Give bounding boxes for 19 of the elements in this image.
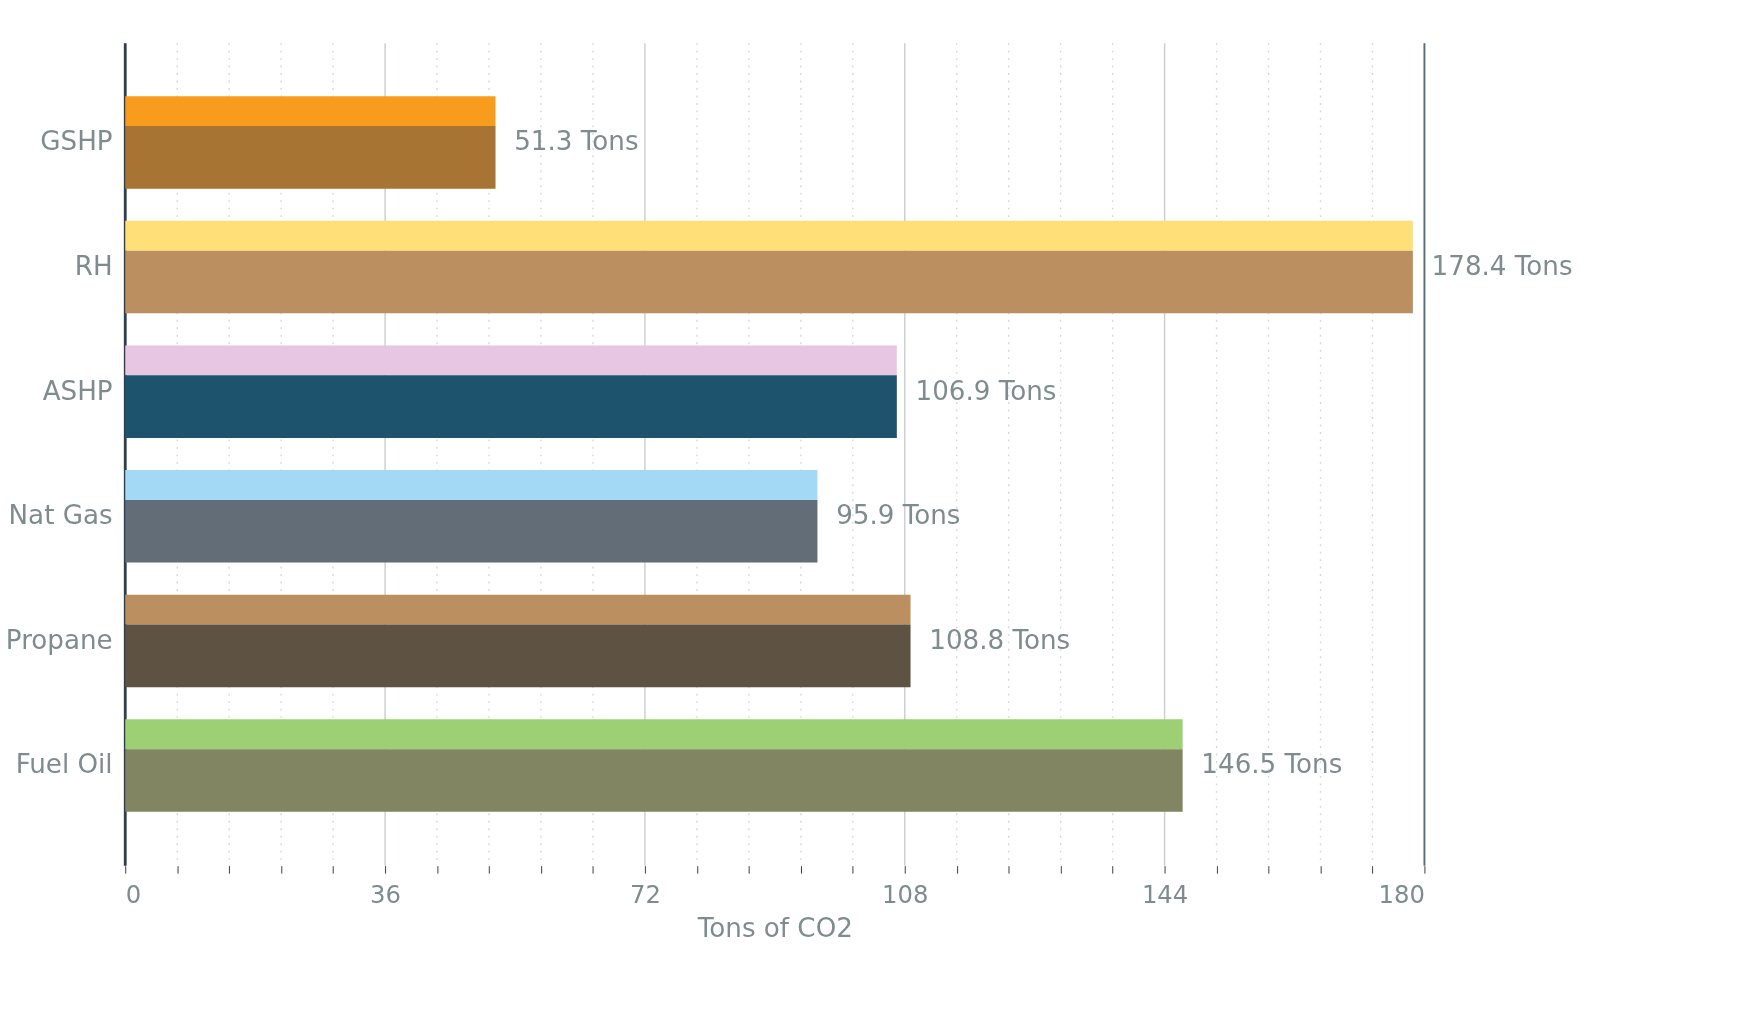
data-label: 106.9 Tons xyxy=(915,375,1057,406)
x-tick-label: 108 xyxy=(882,879,929,909)
x-tick-label: 144 xyxy=(1141,879,1189,909)
x-axis-title: Tons of CO2 xyxy=(696,913,853,944)
x-tick-label: 0 xyxy=(125,879,142,909)
data-label: 146.5 Tons xyxy=(1201,749,1343,780)
x-tick-label: 72 xyxy=(629,879,661,909)
y-tick-label: RH xyxy=(74,250,113,281)
data-label: 95.9 Tons xyxy=(836,500,961,531)
y-tick-label: Propane xyxy=(5,624,113,655)
y-tick-label: ASHP xyxy=(42,375,113,406)
y-tick-label: Fuel Oil xyxy=(15,749,113,780)
y-tick-label: Nat Gas xyxy=(8,500,113,531)
y-tick-label: GSHP xyxy=(40,126,113,157)
data-label: 108.8 Tons xyxy=(929,624,1071,655)
data-label: 51.3 Tons xyxy=(514,126,639,157)
data-label: 178.4 Tons xyxy=(1431,250,1573,281)
x-tick-label: 36 xyxy=(370,879,402,909)
x-tick-label: 180 xyxy=(1378,879,1425,909)
